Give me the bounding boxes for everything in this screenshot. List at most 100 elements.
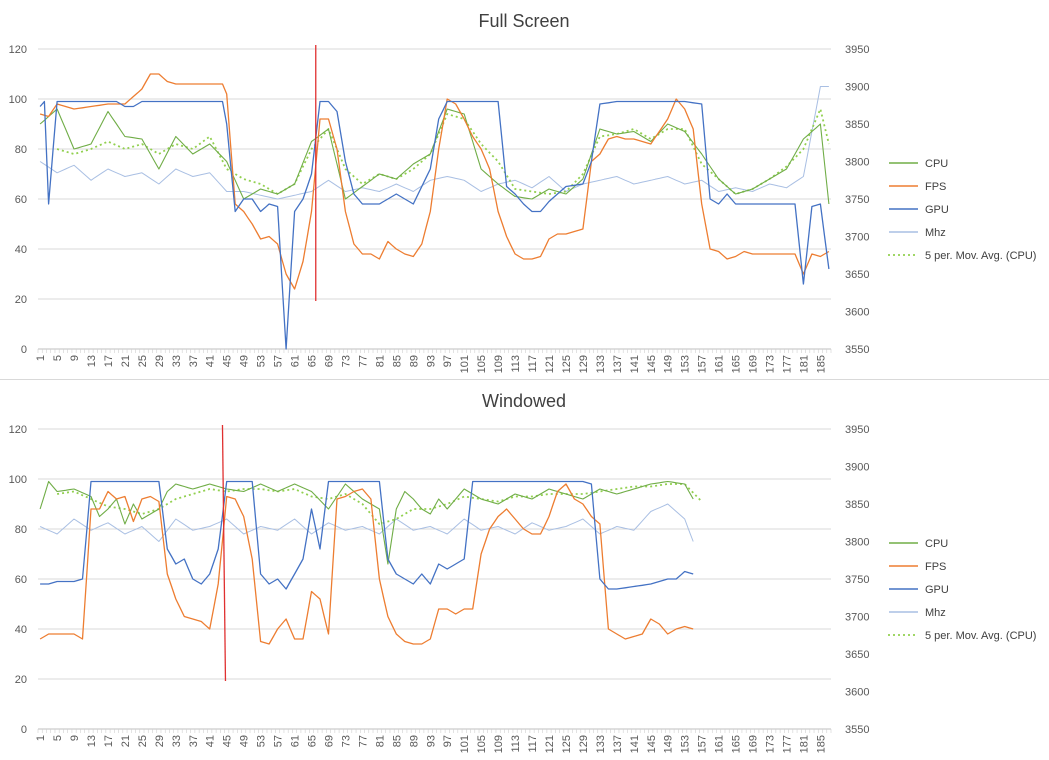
y-right-tick-label: 3900: [845, 82, 869, 94]
x-tick-label: 177: [781, 735, 793, 753]
legend-label: Mhz: [925, 607, 946, 619]
x-tick-label: 121: [544, 735, 556, 753]
x-tick-label: 109: [493, 735, 505, 753]
x-tick-label: 65: [307, 735, 319, 747]
x-tick-label: 49: [239, 735, 251, 747]
y-right-tick-label: 3700: [845, 612, 869, 624]
legend-label: Mhz: [925, 227, 946, 239]
x-tick-label: 97: [442, 735, 454, 747]
x-tick-label: 41: [205, 735, 217, 747]
y-left-tick-label: 80: [15, 524, 27, 536]
series-line-mhz: [39, 503, 694, 542]
x-tick-label: 81: [374, 735, 386, 747]
x-tick-label: 65: [307, 355, 319, 367]
y-left-tick-label: 0: [21, 724, 27, 736]
x-tick-label: 61: [290, 735, 302, 747]
series-line-cpu: [39, 480, 694, 565]
x-tick-label: 97: [442, 355, 454, 367]
y-right-tick-label: 3800: [845, 157, 869, 169]
y-left-tick-label: 80: [15, 144, 27, 156]
chart-full-screen: Full Screen 0 20 40 60 80 100 120 3550 3600 3650 37…: [0, 11, 1049, 380]
x-tick-label: 113: [510, 355, 522, 373]
y-left-tick-label: 20: [15, 674, 27, 686]
series-line-fps: [39, 73, 830, 290]
y-left-tick-label: 120: [9, 44, 27, 56]
y-right-tick-label: 3850: [845, 119, 869, 131]
y-right-tick-label: 3550: [845, 724, 869, 736]
chart-windowed: Windowed 0 20 40 60 80 100 120 3550 3600 3650 3700 3…: [0, 380, 1049, 760]
y-left-tick-label: 120: [9, 424, 27, 436]
x-tick-label: 25: [137, 735, 149, 747]
x-tick-label: 61: [290, 355, 302, 367]
x-tick-label: 169: [748, 355, 760, 373]
x-tick-label: 109: [493, 355, 505, 373]
x-tick-label: 153: [680, 355, 692, 373]
legend-label: FPS: [925, 181, 946, 193]
x-tick-label: 53: [256, 355, 268, 367]
legend-label: CPU: [925, 538, 948, 550]
x-tick-label: 165: [731, 735, 743, 753]
x-tick-label: 133: [595, 355, 607, 373]
x-tick-label: 29: [154, 355, 166, 367]
x-tick-label: 141: [629, 355, 641, 373]
chart-title: Windowed: [482, 391, 566, 411]
x-tick-label: 29: [154, 735, 166, 747]
legend-label: CPU: [925, 158, 948, 170]
x-tick-label: 69: [323, 355, 335, 367]
x-tick-label: 37: [188, 355, 200, 367]
y-right-tick-label: 3750: [845, 194, 869, 206]
x-tick-label: 25: [137, 355, 149, 367]
x-tick-label: 113: [510, 735, 522, 753]
x-tick-label: 177: [781, 355, 793, 373]
x-tick-label: 57: [273, 735, 285, 747]
legend-label: 5 per. Mov. Avg. (CPU): [925, 250, 1036, 262]
x-tick-label: 33: [171, 355, 183, 367]
x-tick-label: 169: [748, 735, 760, 753]
x-tick-label: 73: [340, 355, 352, 367]
x-tick-label: 21: [120, 735, 132, 747]
x-tick-label: 181: [798, 735, 810, 753]
y-right-tick-label: 3650: [845, 649, 869, 661]
series-line-fps: [39, 483, 694, 645]
y-right-tick-label: 3550: [845, 344, 869, 356]
y-right-tick-label: 3850: [845, 499, 869, 511]
x-tick-label: 57: [273, 355, 285, 367]
y-right-tick-label: 3650: [845, 269, 869, 281]
legend-label: FPS: [925, 561, 946, 573]
y-right-tick-label: 3600: [845, 307, 869, 319]
x-tick-label: 173: [765, 355, 777, 373]
x-tick-label: 1: [35, 355, 47, 361]
x-tick-label: 77: [357, 735, 369, 747]
x-tick-label: 5: [52, 355, 64, 361]
x-tick-label: 45: [222, 735, 234, 747]
x-tick-label: 41: [205, 355, 217, 367]
x-tick-label: 53: [256, 735, 268, 747]
x-tick-label: 17: [103, 355, 115, 367]
x-tick-label: 105: [476, 355, 488, 373]
y-right-tick-label: 3700: [845, 232, 869, 244]
chart-windowed-svg: Windowed 0 20 40 60 80 100 120 3550 3600 3650 3700 3…: [9, 391, 1037, 753]
x-tick-label: 165: [731, 355, 743, 373]
x-tick-label: 117: [527, 735, 539, 753]
legend-label: GPU: [925, 204, 949, 216]
x-tick-label: 117: [527, 355, 539, 373]
x-tick-label: 85: [391, 735, 403, 747]
x-tick-label: 9: [69, 735, 81, 741]
y-left-tick-label: 0: [21, 344, 27, 356]
y-left-tick-label: 40: [15, 624, 27, 636]
x-tick-label: 13: [86, 355, 98, 367]
x-tick-label: 137: [612, 735, 624, 753]
y-left-tick-label: 60: [15, 574, 27, 586]
x-tick-label: 9: [69, 355, 81, 361]
x-tick-label: 157: [697, 355, 709, 373]
x-tick-label: 13: [86, 735, 98, 747]
x-tick-label: 133: [595, 735, 607, 753]
x-tick-label: 93: [425, 355, 437, 367]
x-tick-label: 161: [714, 355, 726, 373]
y-right-tick-label: 3750: [845, 574, 869, 586]
x-tick-label: 145: [646, 735, 658, 753]
chart-title: Full Screen: [478, 11, 569, 31]
x-tick-label: 1: [35, 735, 47, 741]
x-tick-label: 5: [52, 735, 64, 741]
x-tick-label: 21: [120, 355, 132, 367]
